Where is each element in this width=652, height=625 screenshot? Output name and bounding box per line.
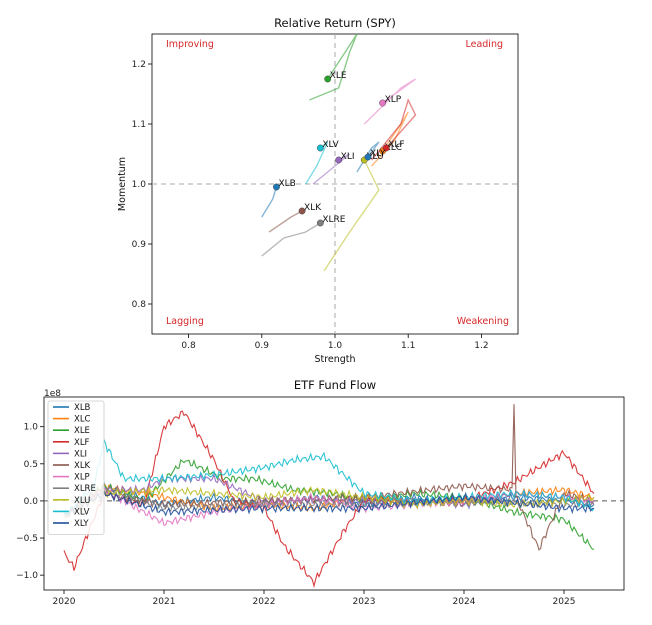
quadrant-improving: Improving <box>166 39 214 50</box>
rr-x-tick-label: 0.8 <box>181 341 196 351</box>
rr-y-ticks: 0.8 0.9 1.0 1.1 1.2 <box>132 60 152 310</box>
rr-x-tick-label: 1.1 <box>401 341 415 351</box>
rr-x-tick-label: 1.0 <box>328 341 343 351</box>
ff-x-tick-label: 2021 <box>153 597 176 607</box>
quadrant-leading: Leading <box>465 39 503 50</box>
rr-trail-xlre <box>261 222 321 257</box>
rr-y-tick-label: 0.8 <box>132 300 147 310</box>
rr-x-tick-label: 0.9 <box>255 341 270 351</box>
ff-y-tick-label: −1.0 <box>16 571 38 581</box>
quadrant-weakening: Weakening <box>457 316 509 327</box>
ff-legend-box <box>47 400 105 536</box>
ff-x-tick-label: 2020 <box>53 597 76 607</box>
ff-legend-label-xlu: XLU <box>74 496 90 506</box>
rr-point-label-xli: XLI <box>341 152 355 162</box>
rr-y-tick-label: 1.2 <box>132 60 146 70</box>
ff-legend-label-xli: XLI <box>74 449 87 459</box>
ff-x-tick-label: 2023 <box>353 597 376 607</box>
rr-point-xlv <box>316 144 324 152</box>
ff-legend-label-xlb: XLB <box>74 403 91 413</box>
rr-point-label-xlk: XLK <box>304 203 322 213</box>
ff-line-xly <box>63 489 595 517</box>
ff-y-tick-label: −0.5 <box>16 534 38 544</box>
rr-trail-xlv <box>305 141 329 185</box>
ff-line-xlre <box>63 485 595 520</box>
rr-trail-xlf <box>371 98 417 161</box>
ff-legend-label-xlv: XLV <box>74 507 90 517</box>
rr-reference-lines <box>152 34 518 334</box>
ff-y-multiplier: 1e8 <box>44 389 61 399</box>
rr-x-tick-label: 1.2 <box>474 341 488 351</box>
ff-legend-label-xle: XLE <box>74 426 90 436</box>
rr-x-ticks: 0.8 0.9 1.0 1.1 1.2 <box>181 334 489 351</box>
rr-trail-xlk <box>268 210 303 233</box>
ff-series-lines <box>63 404 595 589</box>
ff-x-tick-label: 2022 <box>253 597 276 607</box>
rr-point-xli <box>335 156 343 164</box>
rr-point-xlb <box>273 183 280 191</box>
rr-points: XLB XLC XLE XLF XLI XLK XLP XLRE XLU XLV XLY <box>273 71 405 227</box>
rr-point-label-xlre: XLRE <box>322 215 345 225</box>
rr-point-label-xle: XLE <box>330 71 347 81</box>
ff-y-tick-label: 1.0 <box>24 423 39 433</box>
ff-y-tick-label: 0.5 <box>24 460 38 470</box>
rr-point-xle <box>324 75 332 83</box>
rr-trail-xlu <box>323 159 380 272</box>
quadrant-lagging: Lagging <box>166 316 204 327</box>
rr-title: Relative Return (SPY) <box>274 16 396 30</box>
rr-point-label-xlv: XLV <box>322 140 339 150</box>
rr-y-tick-label: 1.0 <box>132 180 147 190</box>
rr-point-xlre <box>316 219 324 227</box>
ff-legend-label-xly: XLY <box>74 519 89 529</box>
ff-x-tick-label: 2024 <box>453 597 476 607</box>
rr-point-xlp <box>379 99 386 107</box>
ff-x-ticks: 2020 2021 2022 2023 2024 2025 <box>53 590 576 607</box>
rr-y-label: Momentum <box>117 157 128 211</box>
ff-legend-label-xlk: XLK <box>74 461 91 471</box>
rr-point-xlk <box>298 207 306 215</box>
rr-point-label-xlc: XLC <box>385 143 402 153</box>
rr-point-label-xlf: XLF <box>388 140 404 150</box>
rr-point-label-xly: XLY <box>370 149 386 159</box>
ff-line-xlv <box>63 437 595 517</box>
rr-y-tick-label: 0.9 <box>132 240 147 250</box>
rr-y-tick-label: 1.1 <box>132 120 146 130</box>
ff-line-xle <box>63 458 595 550</box>
rr-trail-xlb <box>261 186 278 218</box>
rr-point-label-xlu: XLU <box>366 152 383 162</box>
rr-point-label-xlp: XLP <box>385 95 402 105</box>
ff-title: ETF Fund Flow <box>294 378 376 392</box>
ff-legend-label-xlf: XLF <box>74 438 90 448</box>
ff-y-ticks: 1.0 0.5 0.0 −0.5 −1.0 <box>16 423 44 581</box>
ff-x-tick-label: 2025 <box>553 597 576 607</box>
ff-y-tick-label: 0.0 <box>24 497 39 507</box>
ff-line-xlf <box>63 410 595 589</box>
ff-legend-label-xlp: XLP <box>74 473 90 483</box>
rr-trail-xle <box>309 33 358 101</box>
ff-legend-label-xlc: XLC <box>74 415 91 425</box>
rr-x-label: Strength <box>314 354 355 365</box>
relative-return-chart: Relative Return (SPY) XLB XLC XLE XLF XLI XLK… <box>117 16 519 365</box>
rr-point-xlf <box>382 144 390 152</box>
rr-point-label-xlb: XLB <box>278 179 295 189</box>
ff-legend-label-xlre: XLRE <box>74 484 96 494</box>
ff-line-xlp <box>63 487 595 527</box>
rr-point-xly <box>364 153 372 161</box>
fund-flow-chart: ETF Fund Flow 1e8 2020 2021 2022 2023 2024 20… <box>16 378 625 607</box>
